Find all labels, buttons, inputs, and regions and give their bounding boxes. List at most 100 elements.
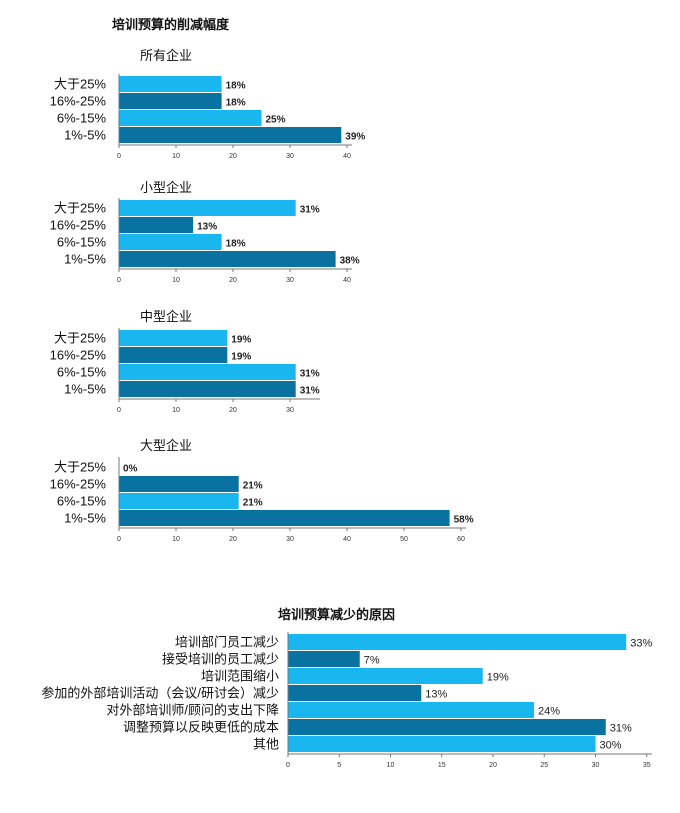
chart-2-value-label-2: 13%	[197, 222, 217, 233]
chart-2-category-label-4: 1%-5%	[64, 252, 106, 267]
chart-1-value-label-1: 18%	[226, 81, 246, 92]
chart-5-value-label-5: 24%	[538, 706, 560, 718]
chart-1-tick-label-4: 30	[286, 153, 294, 160]
chart-5-tick-label-7: 30	[592, 762, 600, 769]
chart-5-category-label-3: 培训范围缩小	[201, 669, 279, 684]
chart-5-tick-label-4: 15	[438, 762, 446, 769]
chart-3-tick-label-4: 30	[286, 407, 294, 414]
chart-4-category-label-3: 6%-15%	[57, 494, 107, 509]
chart-3-category-label-4: 1%-5%	[64, 382, 106, 397]
chart-3-title: 中型企业	[140, 309, 193, 324]
chart-2-value-label-1: 31%	[300, 205, 320, 216]
chart-1-tick-label-1: 0	[117, 153, 121, 160]
chart-4-tick-label-2: 10	[172, 536, 180, 543]
chart-3-tick-label-2: 10	[172, 407, 180, 414]
chart-1-category-label-4: 1%-5%	[64, 128, 106, 143]
chart-4-tick-label-6: 50	[400, 536, 408, 543]
chart-5-bar-1	[288, 634, 627, 650]
budget-cut-title: 培训预算的削减幅度	[112, 17, 230, 32]
chart-2-bar-3	[119, 234, 222, 250]
chart-3-tick-label-3: 20	[229, 407, 237, 414]
chart-5-value-label-7: 30%	[600, 740, 622, 752]
chart-2-tick-label-2: 10	[172, 277, 180, 284]
chart-2-category-label-3: 6%-15%	[57, 235, 107, 250]
chart-2-tick-label-3: 20	[229, 277, 237, 284]
chart-3-bar-1	[119, 330, 228, 346]
chart-2-tick-label-5: 40	[343, 277, 351, 284]
chart-2-bar-1	[119, 200, 296, 216]
chart-3-category-label-3: 6%-15%	[57, 365, 107, 380]
chart-1-bar-2	[119, 93, 222, 109]
chart-5-tick-label-8: 35	[643, 762, 651, 769]
chart-4-bar-3	[119, 493, 239, 509]
chart-5-category-label-6: 调整预算以反映更低的成本	[123, 720, 279, 735]
chart-5-category-label-5: 对外部培训师/顾问的支出下降	[106, 703, 279, 718]
chart-5-category-label-4: 参加的外部培训活动（会议/研讨会）减少	[41, 686, 279, 701]
chart-5-value-label-4: 13%	[425, 689, 447, 701]
chart-3-value-label-4: 31%	[300, 386, 320, 397]
chart-1-value-label-3: 25%	[266, 115, 286, 126]
chart-3-value-label-2: 19%	[231, 352, 251, 363]
chart-4-title: 大型企业	[140, 438, 193, 453]
chart-4-value-label-3: 21%	[243, 498, 263, 509]
chart-1-tick-label-2: 10	[172, 153, 180, 160]
chart-1-bar-1	[119, 76, 222, 92]
chart-2-value-label-4: 38%	[340, 256, 360, 267]
chart-5-bar-2	[288, 651, 360, 667]
reasons-title: 培训预算减少的原因	[278, 607, 396, 622]
chart-4-category-label-1: 大于25%	[54, 460, 106, 475]
chart-4-tick-label-4: 30	[286, 536, 294, 543]
chart-2-tick-label-1: 0	[117, 277, 121, 284]
chart-5-bar-5	[288, 702, 534, 718]
chart-2-category-label-2: 16%-25%	[50, 218, 107, 233]
chart-1-tick-label-3: 20	[229, 153, 237, 160]
chart-2-title: 小型企业	[140, 180, 193, 195]
chart-5-value-label-3: 19%	[487, 672, 509, 684]
chart-2-value-label-3: 18%	[226, 239, 246, 250]
chart-1-bar-4	[119, 127, 342, 143]
chart-4-category-label-2: 16%-25%	[50, 477, 107, 492]
chart-2-bar-2	[119, 217, 194, 233]
chart-5-tick-label-1: 0	[286, 762, 290, 769]
chart-5-value-label-6: 31%	[610, 723, 632, 735]
chart-4-tick-label-1: 0	[117, 536, 121, 543]
chart-2-category-label-1: 大于25%	[54, 201, 106, 216]
chart-2-tick-label-4: 30	[286, 277, 294, 284]
chart-2-bar-4	[119, 251, 336, 267]
chart-3-tick-label-1: 0	[117, 407, 121, 414]
chart-1-category-label-2: 16%-25%	[50, 94, 107, 109]
chart-3-value-label-1: 19%	[231, 335, 251, 346]
chart-5-tick-label-3: 10	[387, 762, 395, 769]
chart-1-value-label-4: 39%	[345, 132, 365, 143]
chart-4-bar-4	[119, 510, 450, 526]
chart-3-category-label-1: 大于25%	[54, 331, 106, 346]
chart-3-bar-4	[119, 381, 296, 397]
chart-3-bar-2	[119, 347, 228, 363]
chart-3-bar-3	[119, 364, 296, 380]
chart-5-category-label-1: 培训部门员工减少	[175, 635, 279, 650]
chart-3-category-label-2: 16%-25%	[50, 348, 107, 363]
chart-5-bar-7	[288, 736, 596, 752]
chart-4-value-label-4: 58%	[454, 515, 474, 526]
chart-5-bar-6	[288, 719, 606, 735]
chart-5-tick-label-2: 5	[337, 762, 341, 769]
chart-4-tick-label-3: 20	[229, 536, 237, 543]
chart-1-value-label-2: 18%	[226, 98, 246, 109]
chart-5-bar-4	[288, 685, 422, 701]
chart-4-bar-2	[119, 476, 239, 492]
chart-4-tick-label-5: 40	[343, 536, 351, 543]
chart-5-value-label-1: 33%	[630, 638, 652, 650]
chart-1-tick-label-5: 40	[343, 153, 351, 160]
chart-5-value-label-2: 7%	[364, 655, 380, 667]
chart-4-category-label-4: 1%-5%	[64, 511, 106, 526]
chart-1-bar-3	[119, 110, 262, 126]
chart-4-value-label-1: 0%	[123, 464, 138, 475]
chart-1-title: 所有企业	[140, 48, 193, 63]
chart-5-tick-label-6: 25	[540, 762, 548, 769]
chart-5-category-label-7: 其他	[253, 737, 279, 752]
chart-5-bar-3	[288, 668, 483, 684]
chart-4-tick-label-7: 60	[457, 536, 465, 543]
chart-1-category-label-1: 大于25%	[54, 77, 106, 92]
chart-4-value-label-2: 21%	[243, 481, 263, 492]
